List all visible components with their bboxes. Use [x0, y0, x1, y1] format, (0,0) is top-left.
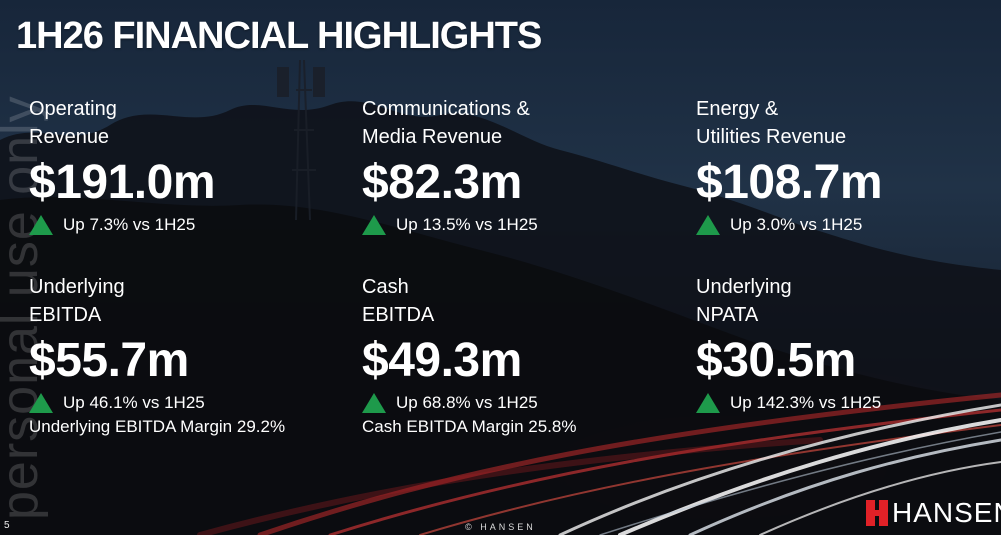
metric-underlying-ebitda: Underlying EBITDA $55.7m Up 46.1% vs 1H2…: [29, 273, 339, 439]
metric-label: Cash EBITDA: [362, 273, 672, 329]
triangle-up-icon: [696, 215, 720, 235]
metric-change: Up 13.5% vs 1H25: [362, 213, 672, 237]
metric-label-line2: Revenue: [29, 126, 110, 148]
triangle-up-icon: [696, 393, 720, 413]
metric-note: Underlying EBITDA Margin 29.2%: [29, 417, 286, 436]
metric-label-line2: NPATA: [696, 304, 759, 326]
metric-value: $191.0m: [29, 156, 216, 209]
metric-change: Up 68.8% vs 1H25: [362, 391, 672, 415]
hansen-logo: HANSEN: [866, 497, 1001, 529]
metric-underlying-npata: Underlying NPATA $30.5m Up 142.3% vs 1H2…: [696, 273, 1001, 415]
triangle-up-icon: [29, 393, 53, 413]
metric-communications-media-revenue: Communications & Media Revenue $82.3m Up…: [362, 95, 672, 237]
metric-label-line1: Communications &: [362, 98, 530, 120]
metric-change-text: Up 142.3% vs 1H25: [730, 393, 882, 412]
metric-label-line1: Energy &: [696, 98, 779, 120]
metric-value: $108.7m: [696, 156, 883, 209]
metric-value: $55.7m: [29, 334, 189, 387]
triangle-up-icon: [362, 215, 386, 235]
page-number: 5: [4, 520, 10, 531]
metric-change-text: Up 3.0% vs 1H25: [730, 215, 863, 234]
metric-cash-ebitda: Cash EBITDA $49.3m Up 68.8% vs 1H25 Cash…: [362, 273, 672, 439]
metric-label-line1: Cash: [362, 276, 409, 298]
metric-change-text: Up 13.5% vs 1H25: [396, 215, 538, 234]
metric-change: Up 7.3% vs 1H25: [29, 213, 339, 237]
metric-label: Operating Revenue: [29, 95, 339, 151]
metric-change-text: Up 68.8% vs 1H25: [396, 393, 538, 412]
metric-change-text: Up 7.3% vs 1H25: [63, 215, 196, 234]
metric-label: Communications & Media Revenue: [362, 95, 672, 151]
metric-operating-revenue: Operating Revenue $191.0m Up 7.3% vs 1H2…: [29, 95, 339, 237]
metric-change-text: Up 46.1% vs 1H25: [63, 393, 205, 412]
logo-text: HANSEN: [892, 497, 1001, 528]
metric-label-line2: Media Revenue: [362, 126, 503, 148]
metric-value: $49.3m: [362, 334, 522, 387]
metric-label-line1: Operating: [29, 98, 117, 120]
metric-label-line2: EBITDA: [29, 304, 102, 326]
metric-label-line1: Underlying: [696, 276, 792, 298]
metric-value: $82.3m: [362, 156, 522, 209]
metric-change: Up 142.3% vs 1H25: [696, 391, 1001, 415]
copyright-footer: © HANSEN: [465, 522, 536, 532]
metric-change: Up 3.0% vs 1H25: [696, 213, 1001, 237]
metric-label-line1: Underlying: [29, 276, 125, 298]
metric-label: Energy & Utilities Revenue: [696, 95, 1001, 151]
metric-value: $30.5m: [696, 334, 856, 387]
metric-label: Underlying NPATA: [696, 273, 1001, 329]
page-title: 1H26 FINANCIAL HIGHLIGHTS: [16, 15, 542, 57]
metric-note: Cash EBITDA Margin 25.8%: [362, 417, 577, 436]
metric-label-line2: EBITDA: [362, 304, 435, 326]
hansen-h-icon: [866, 500, 888, 526]
metric-label: Underlying EBITDA: [29, 273, 339, 329]
metric-label-line2: Utilities Revenue: [696, 126, 847, 148]
triangle-up-icon: [29, 215, 53, 235]
metric-energy-utilities-revenue: Energy & Utilities Revenue $108.7m Up 3.…: [696, 95, 1001, 237]
metric-change: Up 46.1% vs 1H25: [29, 391, 339, 415]
triangle-up-icon: [362, 393, 386, 413]
